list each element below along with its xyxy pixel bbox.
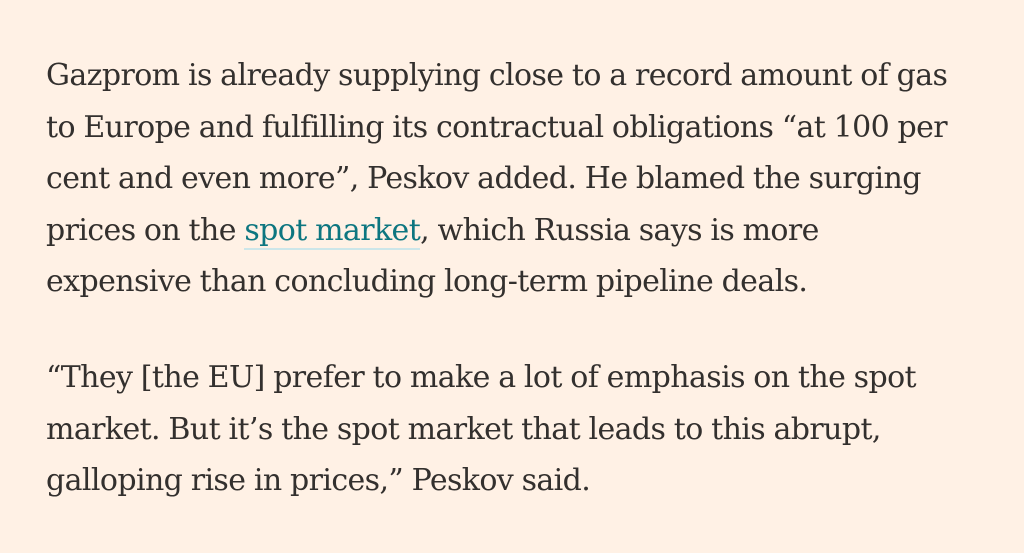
paragraph-1: Gazprom is already supplying close to a … bbox=[46, 50, 1014, 308]
paragraph-1-line-1: Gazprom is already supplying close to a … bbox=[46, 58, 948, 93]
paragraph-1-line-4-after: , which Russia says is more bbox=[420, 212, 819, 248]
paragraph-1-line-4-before: prices on the bbox=[46, 212, 245, 248]
paragraph-1-line-5: expensive than concluding long-term pipe… bbox=[46, 264, 808, 299]
paragraph-1-line-2: to Europe and fulfilling its contractual… bbox=[46, 109, 948, 145]
paragraph-2-line-2: market. But it’s the spot market that le… bbox=[46, 411, 881, 447]
paragraph-1-line-4: prices on the spot market, which Russia … bbox=[46, 205, 1014, 257]
paragraph-1-line-3: cent and even more”, Peskov added. He bl… bbox=[46, 161, 921, 196]
paragraph-2: “They [the EU] prefer to make a lot of e… bbox=[46, 352, 1014, 507]
spot-market-link[interactable]: spot market bbox=[244, 212, 421, 250]
paragraph-2-line-3: galloping rise in prices,” Peskov said. bbox=[46, 463, 591, 498]
paragraph-2-line-1: “They [the EU] prefer to make a lot of e… bbox=[46, 360, 917, 395]
